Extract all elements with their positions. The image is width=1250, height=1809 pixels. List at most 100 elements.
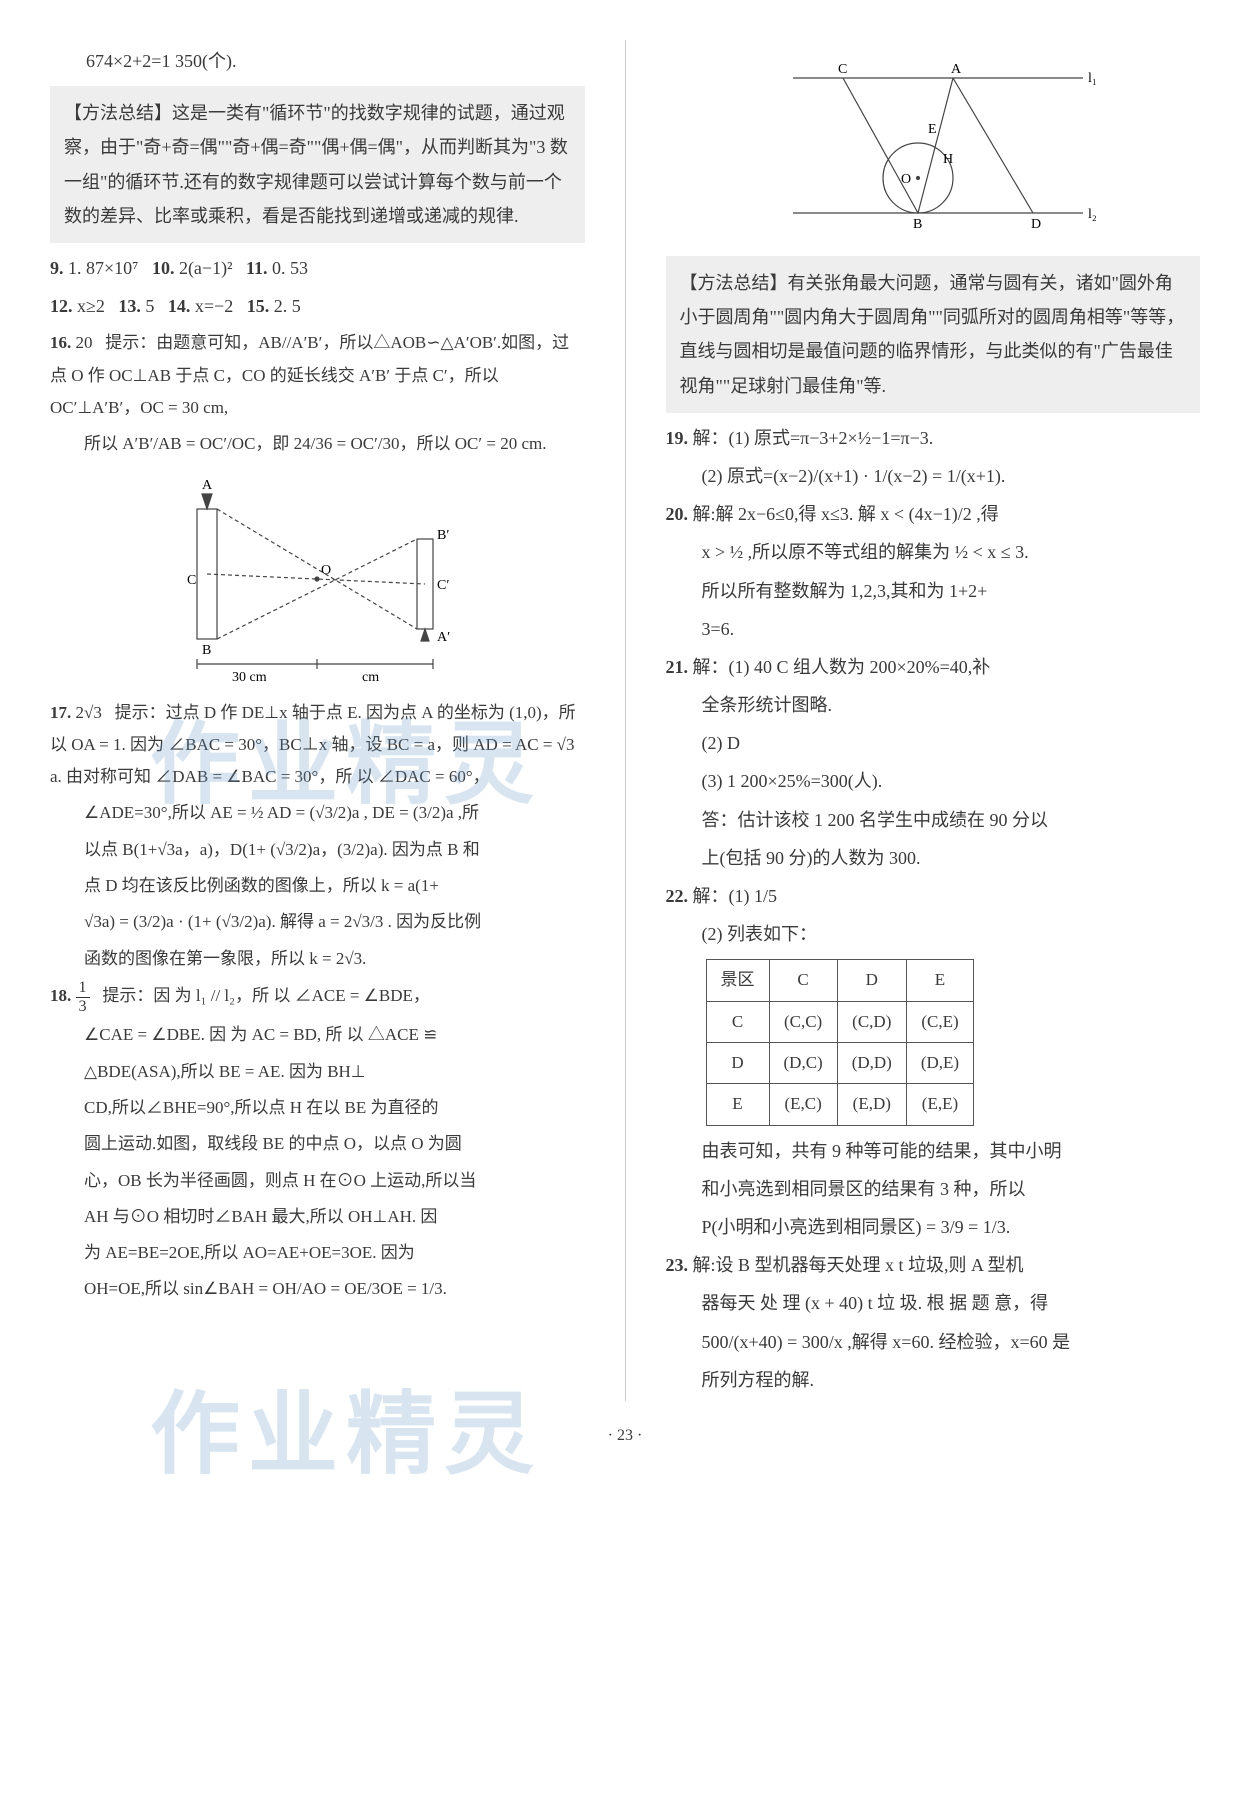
td: (D,E) — [906, 1042, 973, 1083]
q17-l3: 以点 B(1+√3a，a)，D(1+ (√3/2)a，(3/2)a). 因为点 … — [50, 834, 585, 866]
svg-text:l₁: l₁ — [1088, 71, 1097, 86]
q18-l8: 为 AE=BE=2OE,所以 AO=AE+OE=3OE. 因为 — [50, 1237, 585, 1269]
method2-title: 【方法总结】 — [680, 273, 788, 293]
q17-hint-label: 提示： — [115, 703, 166, 722]
q9-ans: 1. 87×10⁷ — [68, 258, 138, 278]
td: (C,D) — [837, 1001, 906, 1042]
answers-row-2: 12. x≥2 13. 5 14. x=−2 15. 2. 5 — [50, 289, 585, 323]
th: C — [769, 960, 837, 1001]
q21-3: (3) 1 200×25%=300(人). — [666, 764, 1201, 798]
answers-row-1: 9. 1. 87×10⁷ 10. 2(a−1)² 11. 0. 53 — [50, 251, 585, 285]
q16: 16. 20 提示：由题意可知，AB//A′B′，所以△AOB∽△A′OB′.如… — [50, 327, 585, 424]
page-number: · 23 · — [50, 1421, 1200, 1451]
q20-label: 解: — [693, 504, 716, 524]
q17-l2: ∠ADE=30°,所以 AE = ½ AD = (√3/2)a , DE = (… — [50, 797, 585, 829]
q16-ans: 20 — [76, 333, 93, 352]
td: D — [706, 1042, 769, 1083]
svg-text:O: O — [901, 172, 911, 187]
method-box-2: 【方法总结】有关张角最大问题，通常与圆有关，诸如"圆外角小于圆周角""圆内角大于… — [666, 256, 1201, 413]
q15-num: 15. — [247, 296, 270, 316]
q12-num: 12. — [50, 296, 73, 316]
table-row: E (E,C) (E,D) (E,E) — [706, 1084, 974, 1125]
scenic-table: 景区 C D E C (C,C) (C,D) (C,E) D (D,C) (D,… — [706, 959, 975, 1125]
svg-text:l₂: l₂ — [1088, 207, 1097, 222]
q22-3: 由表可知，共有 9 种等可能的结果，其中小明 — [666, 1134, 1201, 1168]
svg-text:cm: cm — [362, 670, 379, 685]
q10-ans: 2(a−1)² — [179, 258, 233, 278]
q22-2: (2) 列表如下： — [666, 917, 1201, 951]
q10-num: 10. — [152, 258, 175, 278]
q18-hint1: 因 为 l₁ // l₂，所 以 ∠ACE = ∠BDE， — [153, 986, 430, 1005]
q17-num: 17. — [50, 703, 71, 722]
q21-num: 21. — [666, 657, 689, 677]
q19-1: (1) 原式=π−3+2×½−1=π−3. — [729, 428, 934, 448]
q20-3: 所以所有整数解为 1,2,3,其和为 1+2+ — [666, 574, 1201, 608]
q21-5: 上(包括 90 分)的人数为 300. — [666, 841, 1201, 875]
q14-num: 14. — [168, 296, 191, 316]
table-row: 景区 C D E — [706, 960, 974, 1001]
q20-1: 解 2x−6≤0,得 x≤3. 解 x < (4x−1)/2 ,得 — [716, 504, 999, 524]
q11-ans: 0. 53 — [272, 258, 308, 278]
q21-2: (2) D — [666, 726, 1201, 760]
svg-text:B′: B′ — [437, 528, 449, 543]
q17-ans: 2√3 — [76, 703, 102, 722]
q19: 19. 解：(1) 原式=π−3+2×½−1=π−3. — [666, 421, 1201, 455]
svg-text:A′: A′ — [437, 630, 450, 645]
q16-hint-label: 提示： — [105, 333, 156, 352]
q20: 20. 解:解 2x−6≤0,得 x≤3. 解 x < (4x−1)/2 ,得 — [666, 497, 1201, 531]
table-row: C (C,C) (C,D) (C,E) — [706, 1001, 974, 1042]
q18-l3: △BDE(ASA),所以 BE = AE. 因为 BH⊥ — [50, 1056, 585, 1088]
q21-1b: 全条形统计图略. — [666, 688, 1201, 722]
q20-num: 20. — [666, 504, 689, 524]
svg-text:C: C — [187, 573, 196, 588]
svg-text:C′: C′ — [437, 578, 449, 593]
figure-pinhole: A B B′ A′ C C′ O 30 cm cm — [137, 469, 497, 689]
svg-text:E: E — [928, 122, 937, 137]
svg-text:H: H — [943, 152, 953, 167]
q18-l2: ∠CAE = ∠DBE. 因 为 AC = BD, 所 以 △ACE ≌ — [50, 1019, 585, 1051]
q23-3: 500/(x+40) = 300/x ,解得 x=60. 经检验，x=60 是 — [666, 1325, 1201, 1359]
td: (E,C) — [769, 1084, 837, 1125]
q20-4: 3=6. — [666, 612, 1201, 646]
q9-num: 9. — [50, 258, 64, 278]
q17-l6: 函数的图像在第一象限，所以 k = 2√3. — [50, 943, 585, 975]
q23-2: 器每天 处 理 (x + 40) t 垃 圾. 根 据 题 意，得 — [666, 1286, 1201, 1320]
q23-num: 23. — [666, 1255, 689, 1275]
q21-1: (1) 40 C 组人数为 200×20%=40,补 — [729, 657, 991, 677]
q23-4: 所列方程的解. — [666, 1363, 1201, 1397]
svg-text:B: B — [202, 643, 211, 658]
q23: 23. 解:设 B 型机器每天处理 x t 垃圾,则 A 型机 — [666, 1248, 1201, 1282]
q17: 17. 2√3 提示：过点 D 作 DE⊥x 轴于点 E. 因为点 A 的坐标为… — [50, 697, 585, 794]
td: (E,D) — [837, 1084, 906, 1125]
q14-ans: x=−2 — [195, 296, 233, 316]
td: C — [706, 1001, 769, 1042]
q13-num: 13. — [118, 296, 141, 316]
th: E — [906, 960, 973, 1001]
td: (E,E) — [906, 1084, 973, 1125]
q19-label: 解： — [693, 428, 729, 448]
q18-l7: AH 与⊙O 相切时∠BAH 最大,所以 OH⊥AH. 因 — [50, 1201, 585, 1233]
q18-hint-label: 提示： — [102, 986, 153, 1005]
q18: 18. 13 提示：因 为 l₁ // l₂，所 以 ∠ACE = ∠BDE， — [50, 979, 585, 1016]
svg-text:D: D — [1031, 217, 1041, 232]
td: (C,C) — [769, 1001, 837, 1042]
q19-2-eq: (x−2)/(x+1) · 1/(x−2) = 1/(x+1). — [773, 466, 1005, 486]
q18-l4: CD,所以∠BHE=90°,所以点 H 在以 BE 为直径的 — [50, 1092, 585, 1124]
td: (D,D) — [837, 1042, 906, 1083]
q18-num: 18. — [50, 986, 71, 1005]
svg-text:A: A — [951, 62, 962, 77]
th: D — [837, 960, 906, 1001]
td: (C,E) — [906, 1001, 973, 1042]
q23-label: 解: — [693, 1255, 716, 1275]
td: (D,C) — [769, 1042, 837, 1083]
q21-4: 答：估计该校 1 200 名学生中成绩在 90 分以 — [666, 803, 1201, 837]
svg-text:O: O — [321, 563, 331, 578]
th: 景区 — [706, 960, 769, 1001]
q21: 21. 解：(1) 40 C 组人数为 200×20%=40,补 — [666, 650, 1201, 684]
svg-text:B: B — [913, 217, 922, 232]
q22: 22. 解：(1) 1/5 — [666, 879, 1201, 913]
q22-label: 解： — [693, 886, 729, 906]
q16-frac: 所以 A′B′/AB = OC′/OC，即 24/36 = OC′/30，所以 … — [50, 428, 585, 460]
q18-l5: 圆上运动.如图，取线段 BE 的中点 O，以点 O 为圆 — [50, 1128, 585, 1160]
svg-text:A: A — [202, 478, 213, 493]
